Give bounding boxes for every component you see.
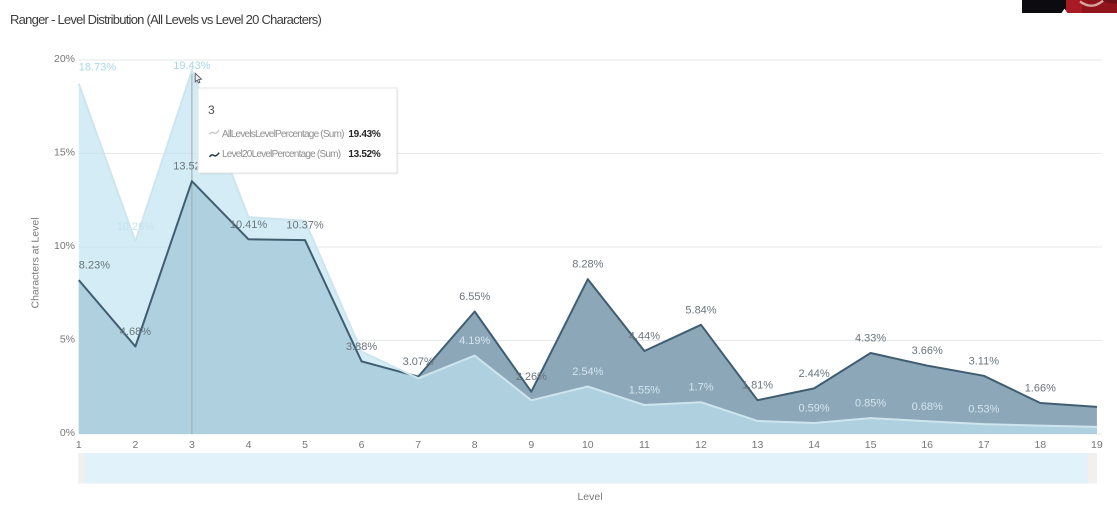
svg-text:4.68%: 4.68% (120, 326, 151, 338)
svg-text:Level20LevelPercentage (Sum): Level20LevelPercentage (Sum) (222, 149, 341, 160)
svg-text:Ranger - Level Distribution (A: Ranger - Level Distribution (All Levels … (10, 12, 322, 27)
svg-text:5.84%: 5.84% (685, 304, 716, 316)
svg-text:3: 3 (208, 103, 215, 117)
svg-text:0.59%: 0.59% (798, 403, 829, 415)
svg-text:14: 14 (808, 439, 820, 451)
svg-text:17: 17 (978, 439, 990, 451)
svg-text:1.55%: 1.55% (629, 385, 660, 397)
svg-text:4: 4 (246, 439, 252, 451)
svg-text:8.23%: 8.23% (79, 260, 110, 272)
svg-text:13.52%: 13.52% (348, 149, 381, 160)
svg-text:15: 15 (865, 439, 877, 451)
svg-text:2: 2 (132, 439, 138, 451)
svg-text:20%: 20% (54, 53, 75, 65)
svg-text:10.37%: 10.37% (286, 220, 324, 232)
svg-text:4.19%: 4.19% (459, 335, 490, 347)
svg-text:2.54%: 2.54% (572, 366, 603, 378)
svg-text:2.26%: 2.26% (516, 371, 547, 383)
svg-text:9: 9 (528, 439, 534, 451)
svg-text:0.85%: 0.85% (855, 398, 886, 410)
svg-text:Characters at Level: Characters at Level (30, 217, 42, 308)
svg-text:7: 7 (415, 439, 421, 451)
svg-text:3.07%: 3.07% (403, 356, 434, 368)
svg-text:0.68%: 0.68% (912, 401, 943, 413)
svg-text:6.55%: 6.55% (459, 291, 490, 303)
svg-text:19.43%: 19.43% (173, 60, 211, 72)
svg-text:1.66%: 1.66% (1025, 383, 1056, 395)
svg-text:6: 6 (359, 439, 365, 451)
svg-text:3: 3 (189, 439, 195, 451)
svg-text:Level: Level (577, 491, 602, 503)
svg-text:4.44%: 4.44% (629, 331, 660, 343)
svg-text:3.88%: 3.88% (346, 341, 377, 353)
svg-text:2.44%: 2.44% (798, 368, 829, 380)
svg-text:10%: 10% (54, 240, 75, 252)
svg-text:11: 11 (639, 439, 650, 451)
svg-text:19: 19 (1091, 439, 1103, 451)
svg-text:12: 12 (695, 439, 707, 451)
svg-text:18.73%: 18.73% (79, 62, 117, 74)
svg-text:10.41%: 10.41% (230, 219, 268, 231)
svg-text:16: 16 (921, 439, 933, 451)
svg-text:18: 18 (1034, 439, 1046, 451)
svg-text:3.66%: 3.66% (912, 345, 943, 357)
svg-text:3.11%: 3.11% (969, 355, 1000, 367)
svg-text:0%: 0% (60, 427, 75, 439)
svg-text:5: 5 (302, 439, 308, 451)
svg-text:13: 13 (752, 439, 764, 451)
svg-text:19.43%: 19.43% (348, 129, 381, 140)
svg-text:AllLevelsLevelPercentage (Sum): AllLevelsLevelPercentage (Sum) (222, 129, 344, 140)
svg-text:1.7%: 1.7% (688, 382, 713, 394)
svg-text:10: 10 (582, 439, 594, 451)
svg-text:15%: 15% (54, 147, 75, 159)
svg-text:8.28%: 8.28% (572, 259, 603, 271)
svg-text:1.81%: 1.81% (742, 380, 773, 392)
svg-text:0.53%: 0.53% (968, 404, 999, 416)
svg-text:4.33%: 4.33% (855, 333, 886, 345)
svg-text:5%: 5% (60, 334, 75, 346)
svg-text:1: 1 (76, 439, 82, 451)
svg-text:8: 8 (472, 439, 478, 451)
